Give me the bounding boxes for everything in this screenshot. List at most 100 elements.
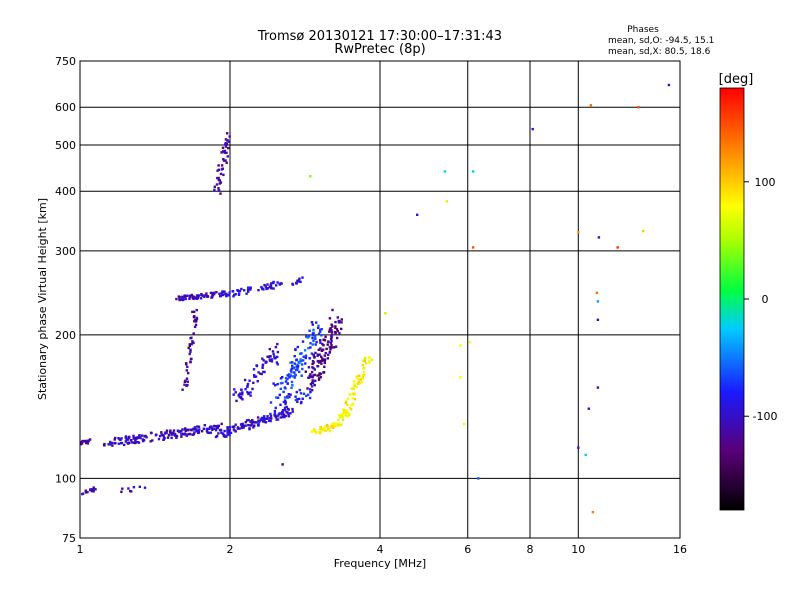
data-point [160, 433, 163, 436]
data-point [169, 429, 172, 432]
data-point [311, 376, 314, 379]
data-point [284, 409, 287, 412]
data-point [591, 510, 595, 514]
data-point [170, 433, 174, 436]
x-tick-label: 6 [464, 543, 471, 556]
data-point [193, 426, 196, 429]
data-point [322, 348, 325, 351]
data-point [144, 434, 147, 438]
data-point [248, 379, 251, 382]
data-point [273, 412, 277, 415]
data-point [124, 440, 127, 443]
data-point [295, 358, 298, 362]
x-tick-label: 2 [227, 543, 234, 556]
data-point [242, 426, 245, 429]
data-point [183, 432, 187, 435]
data-point [232, 295, 235, 298]
data-point [283, 415, 286, 419]
data-point [247, 392, 250, 395]
y-tick-label: 300 [55, 245, 76, 258]
data-point [274, 416, 277, 419]
data-point [220, 422, 223, 426]
data-point [179, 429, 182, 433]
y-tick-label: 500 [55, 139, 76, 152]
data-point [327, 428, 330, 431]
data-point [324, 351, 327, 355]
data-point [363, 358, 367, 361]
data-point [577, 446, 580, 449]
plot-frame [79, 60, 681, 539]
data-point [181, 295, 184, 298]
data-point [361, 364, 364, 367]
data-point [226, 433, 229, 436]
data-point [171, 431, 174, 434]
data-point [185, 377, 189, 380]
data-point [238, 289, 242, 293]
data-point [302, 359, 305, 362]
data-point [319, 347, 322, 350]
data-point [311, 360, 315, 363]
data-point [241, 391, 244, 394]
data-point [283, 386, 286, 389]
data-point [596, 386, 600, 389]
data-point [319, 430, 323, 433]
data-point [170, 436, 173, 440]
data-point [249, 391, 252, 394]
data-point [289, 393, 292, 396]
data-point [275, 396, 278, 399]
data-point [316, 365, 320, 368]
data-point [296, 365, 300, 368]
data-point [249, 286, 252, 289]
data-point [531, 127, 534, 131]
data-point [263, 420, 266, 423]
data-point [346, 403, 349, 407]
data-point [306, 336, 309, 339]
chart-title: Tromsø 20130121 17:30:00–17:31:43 [257, 29, 502, 44]
data-point [217, 432, 220, 435]
data-point [183, 295, 186, 298]
data-point [312, 339, 315, 342]
data-point [85, 441, 88, 445]
data-point [320, 362, 323, 365]
data-point [213, 185, 216, 188]
data-point [268, 285, 271, 289]
data-point [120, 490, 123, 493]
data-point [186, 380, 189, 383]
data-point [318, 353, 321, 356]
data-point [287, 373, 291, 376]
data-point [584, 453, 587, 457]
data-point [302, 355, 305, 358]
data-point [327, 353, 330, 356]
data-point [216, 169, 219, 172]
data-point [284, 402, 287, 406]
data-point [309, 346, 312, 349]
chart-subtitle: RwPretec (8p) [334, 42, 425, 57]
data-point [445, 200, 449, 203]
data-point [233, 425, 236, 428]
data-point [249, 288, 252, 291]
data-point [336, 316, 339, 319]
data-point [240, 388, 243, 392]
stats-o-mode: mean, sd,O: -94.5, 15.1 [608, 36, 714, 46]
data-point [225, 151, 228, 154]
data-point [320, 334, 323, 337]
data-point [121, 487, 124, 490]
data-point [269, 284, 272, 287]
data-point [216, 176, 219, 180]
data-point [261, 364, 264, 367]
data-point [162, 435, 165, 438]
data-point [253, 374, 256, 377]
data-point [192, 310, 196, 313]
data-point [227, 140, 230, 143]
data-point [326, 343, 329, 346]
data-point [325, 347, 328, 351]
data-point [129, 489, 132, 493]
data-point [142, 439, 146, 442]
data-point [183, 380, 187, 383]
data-point [196, 425, 199, 428]
data-point [160, 431, 163, 434]
data-point [191, 433, 194, 436]
data-point [197, 425, 201, 428]
data-point [282, 390, 285, 394]
data-point [189, 348, 192, 351]
